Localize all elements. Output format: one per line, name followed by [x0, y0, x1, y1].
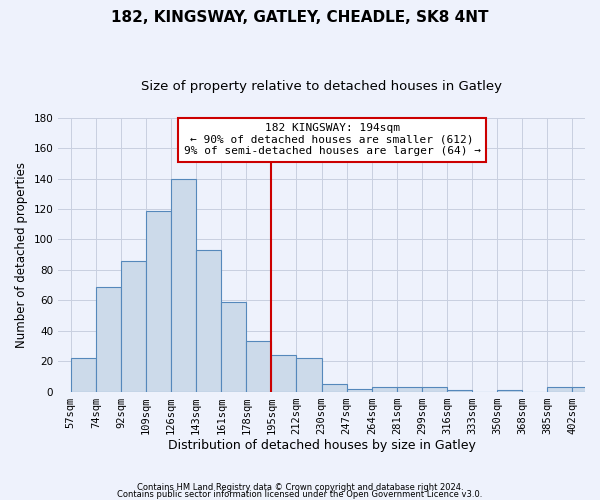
Bar [372, 387, 397, 392]
Y-axis label: Number of detached properties: Number of detached properties [15, 162, 28, 348]
Bar [322, 384, 347, 392]
Bar [497, 390, 522, 392]
Bar [271, 355, 296, 392]
Bar [121, 261, 146, 392]
Bar [96, 286, 121, 392]
Bar [572, 387, 598, 392]
Bar [221, 302, 247, 392]
Bar [547, 387, 572, 392]
Text: Contains HM Land Registry data © Crown copyright and database right 2024.: Contains HM Land Registry data © Crown c… [137, 484, 463, 492]
Bar [71, 358, 96, 392]
Bar [196, 250, 221, 392]
X-axis label: Distribution of detached houses by size in Gatley: Distribution of detached houses by size … [167, 440, 476, 452]
Text: 182 KINGSWAY: 194sqm
← 90% of detached houses are smaller (612)
9% of semi-detac: 182 KINGSWAY: 194sqm ← 90% of detached h… [184, 124, 481, 156]
Text: Contains public sector information licensed under the Open Government Licence v3: Contains public sector information licen… [118, 490, 482, 499]
Bar [296, 358, 322, 392]
Bar [422, 387, 447, 392]
Title: Size of property relative to detached houses in Gatley: Size of property relative to detached ho… [141, 80, 502, 93]
Bar [146, 210, 171, 392]
Bar [347, 388, 372, 392]
Bar [171, 178, 196, 392]
Text: 182, KINGSWAY, GATLEY, CHEADLE, SK8 4NT: 182, KINGSWAY, GATLEY, CHEADLE, SK8 4NT [111, 10, 489, 25]
Bar [247, 342, 271, 392]
Bar [447, 390, 472, 392]
Bar [397, 387, 422, 392]
